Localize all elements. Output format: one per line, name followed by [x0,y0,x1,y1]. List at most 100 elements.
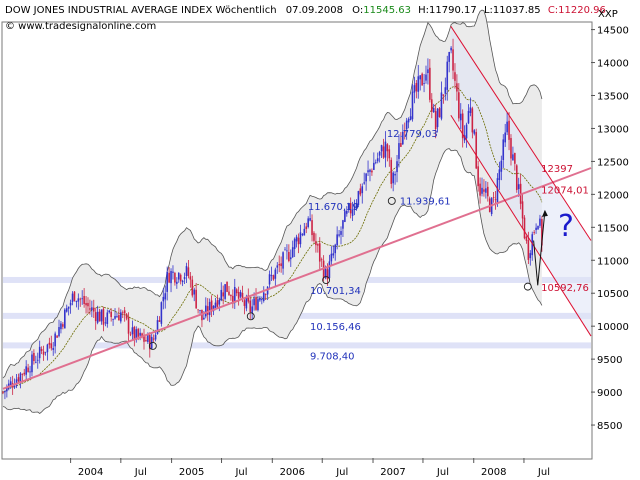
candle-136 [264,293,267,300]
candle-225 [436,108,439,133]
bollinger-lower-line [2,148,543,415]
y-tick-label-4: 10500 [597,289,629,300]
candle-body [168,272,170,283]
candle-59 [116,312,118,318]
candle-body [210,300,213,312]
candle-242 [469,97,472,117]
candle-body [492,197,495,199]
candle-66 [129,331,132,337]
candle-256 [496,173,499,207]
x-tick-label-9: Jul [537,467,550,478]
candle-62 [121,310,124,319]
candle-113 [220,282,223,302]
candle-224 [434,104,437,139]
candle-176 [342,219,344,238]
candle-body [261,299,263,300]
candle-81 [158,316,161,322]
candle-body [382,146,385,158]
candle-body [429,67,431,100]
candle-body [42,351,45,355]
candle-161 [313,231,315,243]
candle-128 [249,295,252,320]
candle-body [189,276,192,280]
candle-body [496,178,499,203]
candle-63 [123,306,126,322]
candle-194 [376,152,379,164]
chart-date: 07.09.2008 [286,5,343,16]
candle-body [94,312,97,322]
candle-105 [205,297,207,319]
projection-arrowhead [541,209,548,217]
x-tick-label-7: Jul [436,467,449,478]
candle-231 [448,51,450,73]
candle-118 [230,294,232,301]
candle-27 [54,331,56,354]
candle-body [40,349,43,352]
candle-body [438,108,441,118]
candle-body [100,309,103,322]
candle-23 [46,343,49,361]
candle-body [193,289,196,295]
candle-254 [492,192,495,203]
candle-body [357,191,360,205]
candle-202 [392,171,394,192]
candle-body [191,279,194,296]
candle-114 [222,285,224,305]
candle-body [139,332,141,336]
candle-body [533,231,535,233]
candle-135 [262,286,265,303]
candle-body [270,275,273,277]
candle-250 [485,181,487,199]
candle-body [355,202,358,209]
candle-body [442,94,445,96]
candle-body [469,107,472,113]
question-annotation: ? [558,209,574,244]
candle-body [523,217,526,239]
candle-145 [282,251,284,275]
candle-241 [467,104,470,125]
candle-body [187,267,190,276]
candle-255 [494,191,497,210]
candle-146 [284,246,286,251]
candle-95 [185,262,188,284]
y-tick-label-3: 10000 [597,322,629,333]
candle-151 [293,237,296,257]
support-label-0: 10.701,34 [310,286,361,297]
candle-body [301,234,304,236]
y-tick-label-10: 13500 [597,92,629,103]
candle-body [303,228,306,236]
candle-body [276,265,279,268]
channel-upper-line [450,26,592,241]
candle-53 [104,317,107,327]
candle-157 [305,222,308,234]
candle-48 [94,308,97,330]
candle-215 [417,65,420,99]
candle-body [419,75,422,80]
candle-body [96,311,99,323]
x-tick-label-5: Jul [335,467,348,478]
candle-196 [380,144,383,158]
candle-body [384,141,387,158]
candle-220 [427,58,429,85]
x-tick-label-6: 2007 [380,467,405,478]
candle-271 [525,235,528,244]
candle-body [6,386,8,392]
candle-body [181,280,184,283]
candle-25 [50,335,53,351]
candle-body [430,99,433,112]
candle-body [440,92,443,119]
candle-body [195,289,197,309]
candle-193 [374,159,377,165]
candle-body [541,219,543,246]
swing-low-marker-3 [387,197,396,205]
candle-body [284,249,286,251]
candle-body [9,381,12,386]
candle-56 [110,308,112,322]
candle-body [334,244,337,254]
candle-body [133,326,136,341]
candle-100 [195,282,197,309]
candle-body [388,149,391,159]
candle-body [17,377,20,382]
candle-body [479,183,481,196]
